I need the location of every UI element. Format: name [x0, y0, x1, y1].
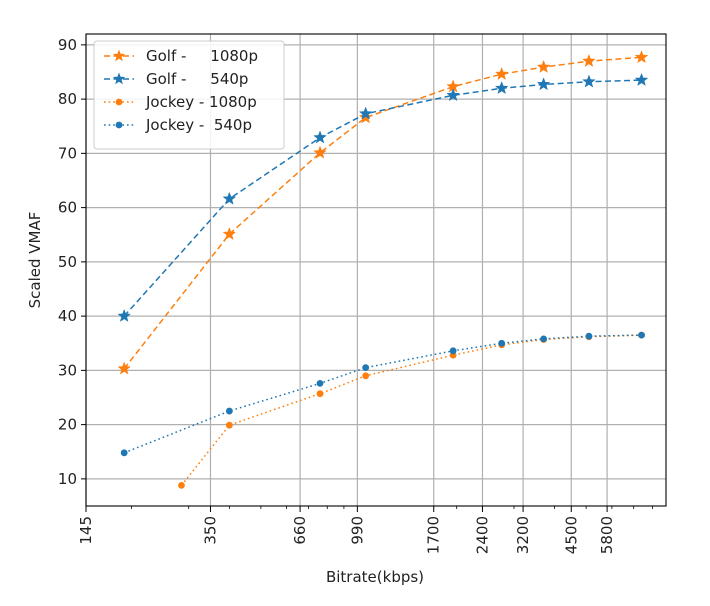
data-point-circle: [362, 372, 370, 380]
data-point-star: [313, 130, 327, 144]
data-point-star: [117, 308, 132, 322]
data-point-circle: [362, 364, 370, 372]
data-point-circle: [540, 335, 548, 343]
x-axis-label: Bitrate(kbps): [326, 568, 424, 586]
y-tick-label: 10: [58, 470, 77, 488]
data-point-star: [582, 53, 596, 67]
series-markers: [117, 50, 649, 489]
data-point-circle: [316, 390, 324, 398]
x-tick-label: 1700: [425, 516, 443, 554]
legend-star-marker: [112, 72, 126, 85]
data-point-star: [634, 72, 649, 86]
data-point-star: [222, 226, 237, 241]
x-tick-label: 2400: [473, 516, 491, 554]
y-tick-label: 90: [58, 36, 77, 54]
y-axis-label: Scaled VMAF: [26, 212, 44, 309]
data-point-star: [222, 191, 237, 205]
series-line-2: [180, 334, 642, 486]
x-tick-label: 3200: [514, 516, 532, 554]
data-point-circle: [585, 332, 593, 340]
y-tick-label: 20: [58, 416, 77, 434]
x-tick-label: 4500: [562, 516, 580, 554]
legend-circle-marker: [115, 98, 123, 106]
legend-circle-marker: [115, 121, 123, 129]
y-tick-label: 70: [58, 144, 77, 162]
data-point-circle: [225, 421, 233, 429]
data-point-star: [313, 145, 327, 159]
series-line-1: [123, 79, 642, 317]
y-tick-label: 60: [58, 199, 77, 217]
y-tick-label: 80: [58, 90, 77, 108]
series-line-3: [123, 334, 642, 454]
data-point-circle: [449, 347, 457, 355]
data-point-circle: [316, 379, 324, 387]
data-point-circle: [498, 339, 506, 347]
x-tick-label: 145: [77, 516, 95, 545]
legend-entry-label: Jockey - 540p: [145, 116, 252, 134]
axis-ticks: 10 20 30 40 50 60 70 80 90 145 350 660 990 1700 2400 32…: [58, 36, 653, 554]
data-point-star: [117, 361, 132, 375]
data-point-star: [634, 50, 649, 64]
plot-frame: [85, 33, 667, 507]
legend-entry-label: Jockey - 1080p: [145, 93, 257, 111]
data-point-star: [446, 88, 460, 102]
data-point-circle: [225, 407, 233, 415]
data-point-star: [494, 81, 509, 95]
series-line-0: [123, 56, 642, 370]
data-point-star: [494, 66, 509, 80]
legend-star-marker: [112, 49, 126, 62]
data-point-circle: [178, 481, 185, 489]
legend-box: [93, 40, 285, 150]
legend: Golf - 1080p Golf - 540p Jockey - 1080p Joc…: [93, 40, 285, 150]
data-point-star: [358, 110, 373, 124]
x-tick-label: 5800: [598, 516, 616, 554]
y-tick-label: 50: [58, 253, 77, 271]
legend-entry-label: Golf - 1080p: [146, 47, 258, 65]
data-point-star: [582, 74, 596, 88]
y-tick-label: 40: [58, 307, 77, 325]
x-tick-label: 350: [201, 516, 219, 545]
data-point-star: [536, 77, 551, 91]
data-point-star: [536, 59, 551, 73]
x-tick-label: 990: [348, 516, 366, 545]
x-tick-label: 660: [291, 516, 309, 545]
data-point-circle: [638, 331, 645, 339]
data-point-star: [358, 106, 373, 120]
legend-entry-label: Golf - 540p: [146, 70, 248, 88]
y-tick-label: 30: [58, 361, 77, 379]
data-point-circle: [120, 449, 128, 457]
